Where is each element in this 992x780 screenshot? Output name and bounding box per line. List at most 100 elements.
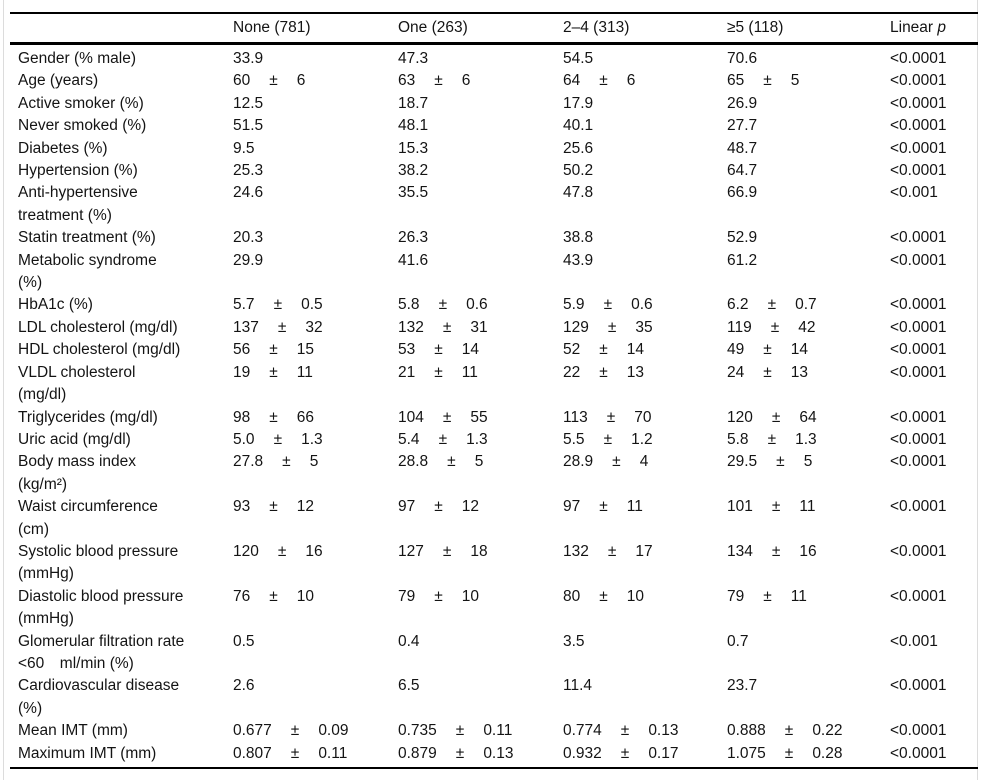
value-cell: 17.9 [563, 93, 727, 115]
plus-minus-sign: ± [290, 744, 300, 762]
mean-value: 29.9 [233, 251, 264, 269]
table-row: Anti-hypertensive treatment (%) 24.6 35.5 4… [18, 182, 978, 227]
mean-value: 6.2 [727, 296, 749, 314]
scan-edge-left [3, 0, 4, 780]
mean-value: 21 [398, 363, 416, 381]
plus-minus-sign: ± [282, 453, 291, 471]
value-cell: 98 ±66 [233, 407, 398, 429]
header-group-2-4: 2–4 (313) [563, 19, 630, 36]
value-cell: 0.932 ±0.17 [563, 743, 727, 765]
sd-value: 35 [635, 318, 653, 336]
mean-value: 52 [563, 341, 581, 359]
sd-value: 1.3 [301, 430, 323, 448]
mean-value: 134 [727, 542, 753, 560]
value-cell: 47.8 [563, 182, 727, 204]
sd-value: 1.3 [466, 430, 488, 448]
row-label: Active smoker (%) [18, 94, 144, 112]
sd-value: 31 [470, 318, 488, 336]
plus-minus-sign: ± [763, 72, 772, 90]
value-cell: 0.888 ±0.22 [727, 720, 890, 742]
sd-value: 55 [470, 408, 488, 426]
value-cell: 0.774 ±0.13 [563, 720, 727, 742]
header-group-none: None (781) [233, 19, 311, 36]
sd-value: 0.13 [483, 744, 514, 762]
row-label: Metabolic syndrome (%) [18, 251, 157, 292]
mean-value: 18.7 [398, 94, 429, 112]
value-cell: 50.2 [563, 160, 727, 182]
plus-minus-sign: ± [269, 72, 278, 90]
value-cell: 63 ±6 [398, 70, 563, 92]
value-cell: 119 ±42 [727, 317, 890, 339]
value-cell: 43.9 [563, 250, 727, 272]
plus-minus-sign: ± [767, 430, 777, 448]
value-cell: 41.6 [398, 250, 563, 272]
value-cell: 23.7 [727, 675, 890, 697]
plus-minus-sign: ± [599, 341, 608, 359]
value-cell: 0.5 [233, 631, 398, 653]
mean-value: 70.6 [727, 50, 758, 67]
value-cell: 28.8 ±5 [398, 451, 563, 473]
value-cell: 48.7 [727, 138, 890, 160]
value-cell: 29.9 [233, 250, 398, 272]
value-cell: 134 ±16 [727, 541, 890, 563]
plus-minus-sign: ± [277, 318, 287, 336]
mean-value: 5.8 [727, 430, 749, 448]
value-cell: 25.3 [233, 160, 398, 182]
sd-value: 0.28 [812, 744, 843, 762]
value-cell: 49 ±14 [727, 339, 890, 361]
sd-value: 5 [790, 72, 800, 90]
value-cell: 47.3 [398, 48, 563, 70]
row-label: Glomerular filtration rate <60 ml/min (%… [18, 632, 185, 672]
plus-minus-sign: ± [455, 744, 465, 762]
value-cell: 25.6 [563, 138, 727, 160]
value-cell: 5.4 ±1.3 [398, 429, 563, 451]
table-row: Metabolic syndrome (%) 29.9 41.6 43.9 61.2 <0… [18, 250, 978, 295]
mean-value: 5.9 [563, 296, 585, 314]
plus-minus-sign: ± [434, 363, 443, 381]
mean-value: 48.7 [727, 139, 758, 157]
sd-value: 6 [626, 72, 636, 90]
mean-value: 38.2 [398, 162, 429, 180]
plus-minus-sign: ± [771, 498, 781, 516]
mean-value: 0.807 [233, 744, 272, 762]
mean-value: 0.5 [233, 632, 255, 650]
plus-minus-sign: ± [269, 587, 278, 605]
sd-value: 17 [635, 542, 653, 560]
value-cell: 120 ±16 [233, 541, 398, 563]
sd-value: 32 [305, 318, 323, 336]
value-cell: 97 ±11 [563, 496, 727, 518]
mean-value: 64.7 [727, 162, 758, 180]
sd-value: 6 [296, 72, 306, 90]
mean-value: 79 [398, 587, 416, 605]
table-header: None (781) One (263) 2–4 (313) ≥5 (118) … [10, 14, 978, 45]
mean-value: 120 [233, 542, 259, 560]
p-value: <0.0001 [890, 744, 947, 762]
row-label: HDL cholesterol (mg/dl) [18, 341, 181, 359]
plus-minus-sign: ± [763, 587, 772, 605]
row-label: Cardiovascular disease (%) [18, 677, 180, 717]
table-row: Body mass index (kg/m²) 27.8 ±5 28.8 ±5 28.9 ±… [18, 451, 978, 496]
sd-value: 70 [634, 408, 652, 426]
table-row: Maximum IMT (mm) 0.807 ±0.11 0.879 ±0.13 0.93… [18, 743, 978, 765]
p-value: <0.0001 [890, 498, 947, 516]
table-row: Glomerular filtration rate <60 ml/min (%… [18, 631, 978, 676]
mean-value: 120 [727, 408, 753, 426]
plus-minus-sign: ± [607, 542, 617, 560]
plus-minus-sign: ± [599, 72, 608, 90]
mean-value: 5.0 [233, 430, 255, 448]
sd-value: 4 [639, 453, 649, 471]
row-label: Diabetes (%) [18, 139, 108, 157]
value-cell: 1.075 ±0.28 [727, 743, 890, 765]
mean-value: 132 [563, 542, 589, 560]
mean-value: 101 [727, 498, 753, 516]
mean-value: 25.3 [233, 162, 264, 180]
plus-minus-sign: ± [763, 341, 772, 359]
value-cell: 27.8 ±5 [233, 451, 398, 473]
header-group-ge5: ≥5 (118) [727, 19, 784, 36]
value-cell: 21 ±11 [398, 362, 563, 384]
value-cell: 52 ±14 [563, 339, 727, 361]
value-cell: 70.6 [727, 48, 890, 70]
value-cell: 66.9 [727, 182, 890, 204]
row-label: Age (years) [18, 72, 99, 90]
